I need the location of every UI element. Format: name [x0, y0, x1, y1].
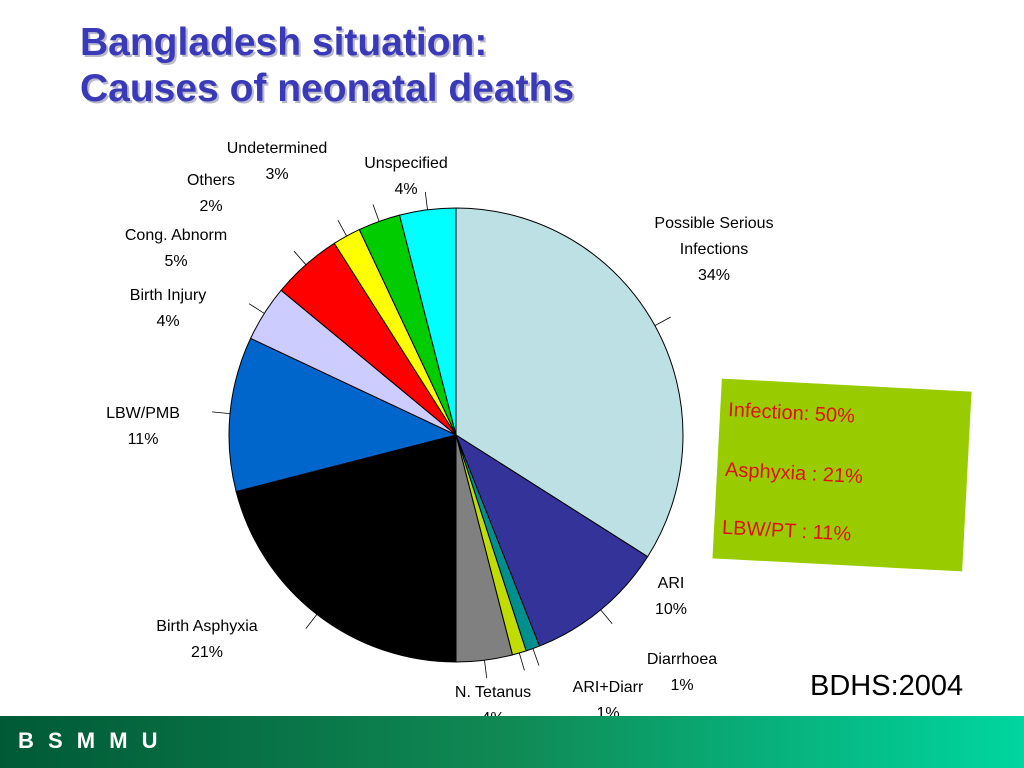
- slice-label: Possible Serious Infections 34%: [654, 215, 773, 284]
- slice-label: Birth Asphyxia 21%: [156, 618, 257, 661]
- summary-lbw: LBW/PT : 11%: [721, 516, 852, 546]
- pie-slice-ari: [454, 433, 649, 647]
- title-line-2: Causes of neonatal deaths: [80, 67, 575, 110]
- footer-text: B S M M U: [18, 728, 162, 753]
- summary-infection: Infection: 50%: [727, 398, 856, 428]
- leader-line: [532, 648, 540, 666]
- slice-label: Diarrhoea 1%: [647, 651, 717, 694]
- pie-slice-unspecified: [398, 207, 457, 436]
- pie-slice-possible-serious-infections: [455, 207, 684, 558]
- slice-label: LBW/PMB 11%: [106, 405, 180, 448]
- slice-label: Birth Injury 4%: [130, 287, 206, 330]
- slice-label: Others 2%: [187, 172, 235, 215]
- slice-label: N. Tetanus4%: [455, 684, 531, 716]
- source-label: BDHS:2004: [810, 670, 964, 702]
- summary-asphyxia: Asphyxia : 21%: [724, 458, 864, 489]
- slice-label: Cong. Abnorm 5%: [125, 227, 227, 270]
- pie-slice-lbw-pmb: [228, 337, 458, 493]
- slice-label: Undetermined 3%: [227, 140, 328, 183]
- footer-bar: B S M M U: [0, 716, 1024, 768]
- leader-line: [372, 204, 380, 222]
- leader-lines: [212, 191, 671, 679]
- slice-label: ARI 10%: [655, 575, 687, 618]
- pie-chart: Possible Serious Infections 34% ARI 10% Diarr…: [106, 140, 773, 716]
- leader-line: [337, 220, 347, 237]
- leader-line: [248, 303, 265, 314]
- slide-title: Bangladesh situation: Causes of neonatal…: [80, 20, 574, 112]
- leader-line: [293, 250, 307, 265]
- leader-line: [424, 191, 428, 210]
- leader-line: [212, 411, 231, 414]
- summary-box: Infection: 50% Asphyxia : 21% LBW/PT : 1…: [712, 378, 972, 572]
- leader-line: [305, 614, 318, 629]
- leader-line: [654, 316, 671, 326]
- title-line-1: Bangladesh situation:: [80, 21, 488, 64]
- slice-labels: Possible Serious Infections 34% ARI 10% Diarr…: [106, 140, 773, 716]
- pie-slices: [228, 207, 684, 663]
- slice-label: ARI+Diarr 1%: [573, 679, 644, 716]
- leader-line: [518, 652, 525, 671]
- slice-label: Unspecified 4%: [364, 155, 448, 198]
- pie-slice-birth-asphyxia: [235, 434, 457, 663]
- leader-line: [600, 609, 613, 625]
- leader-line: [484, 660, 488, 679]
